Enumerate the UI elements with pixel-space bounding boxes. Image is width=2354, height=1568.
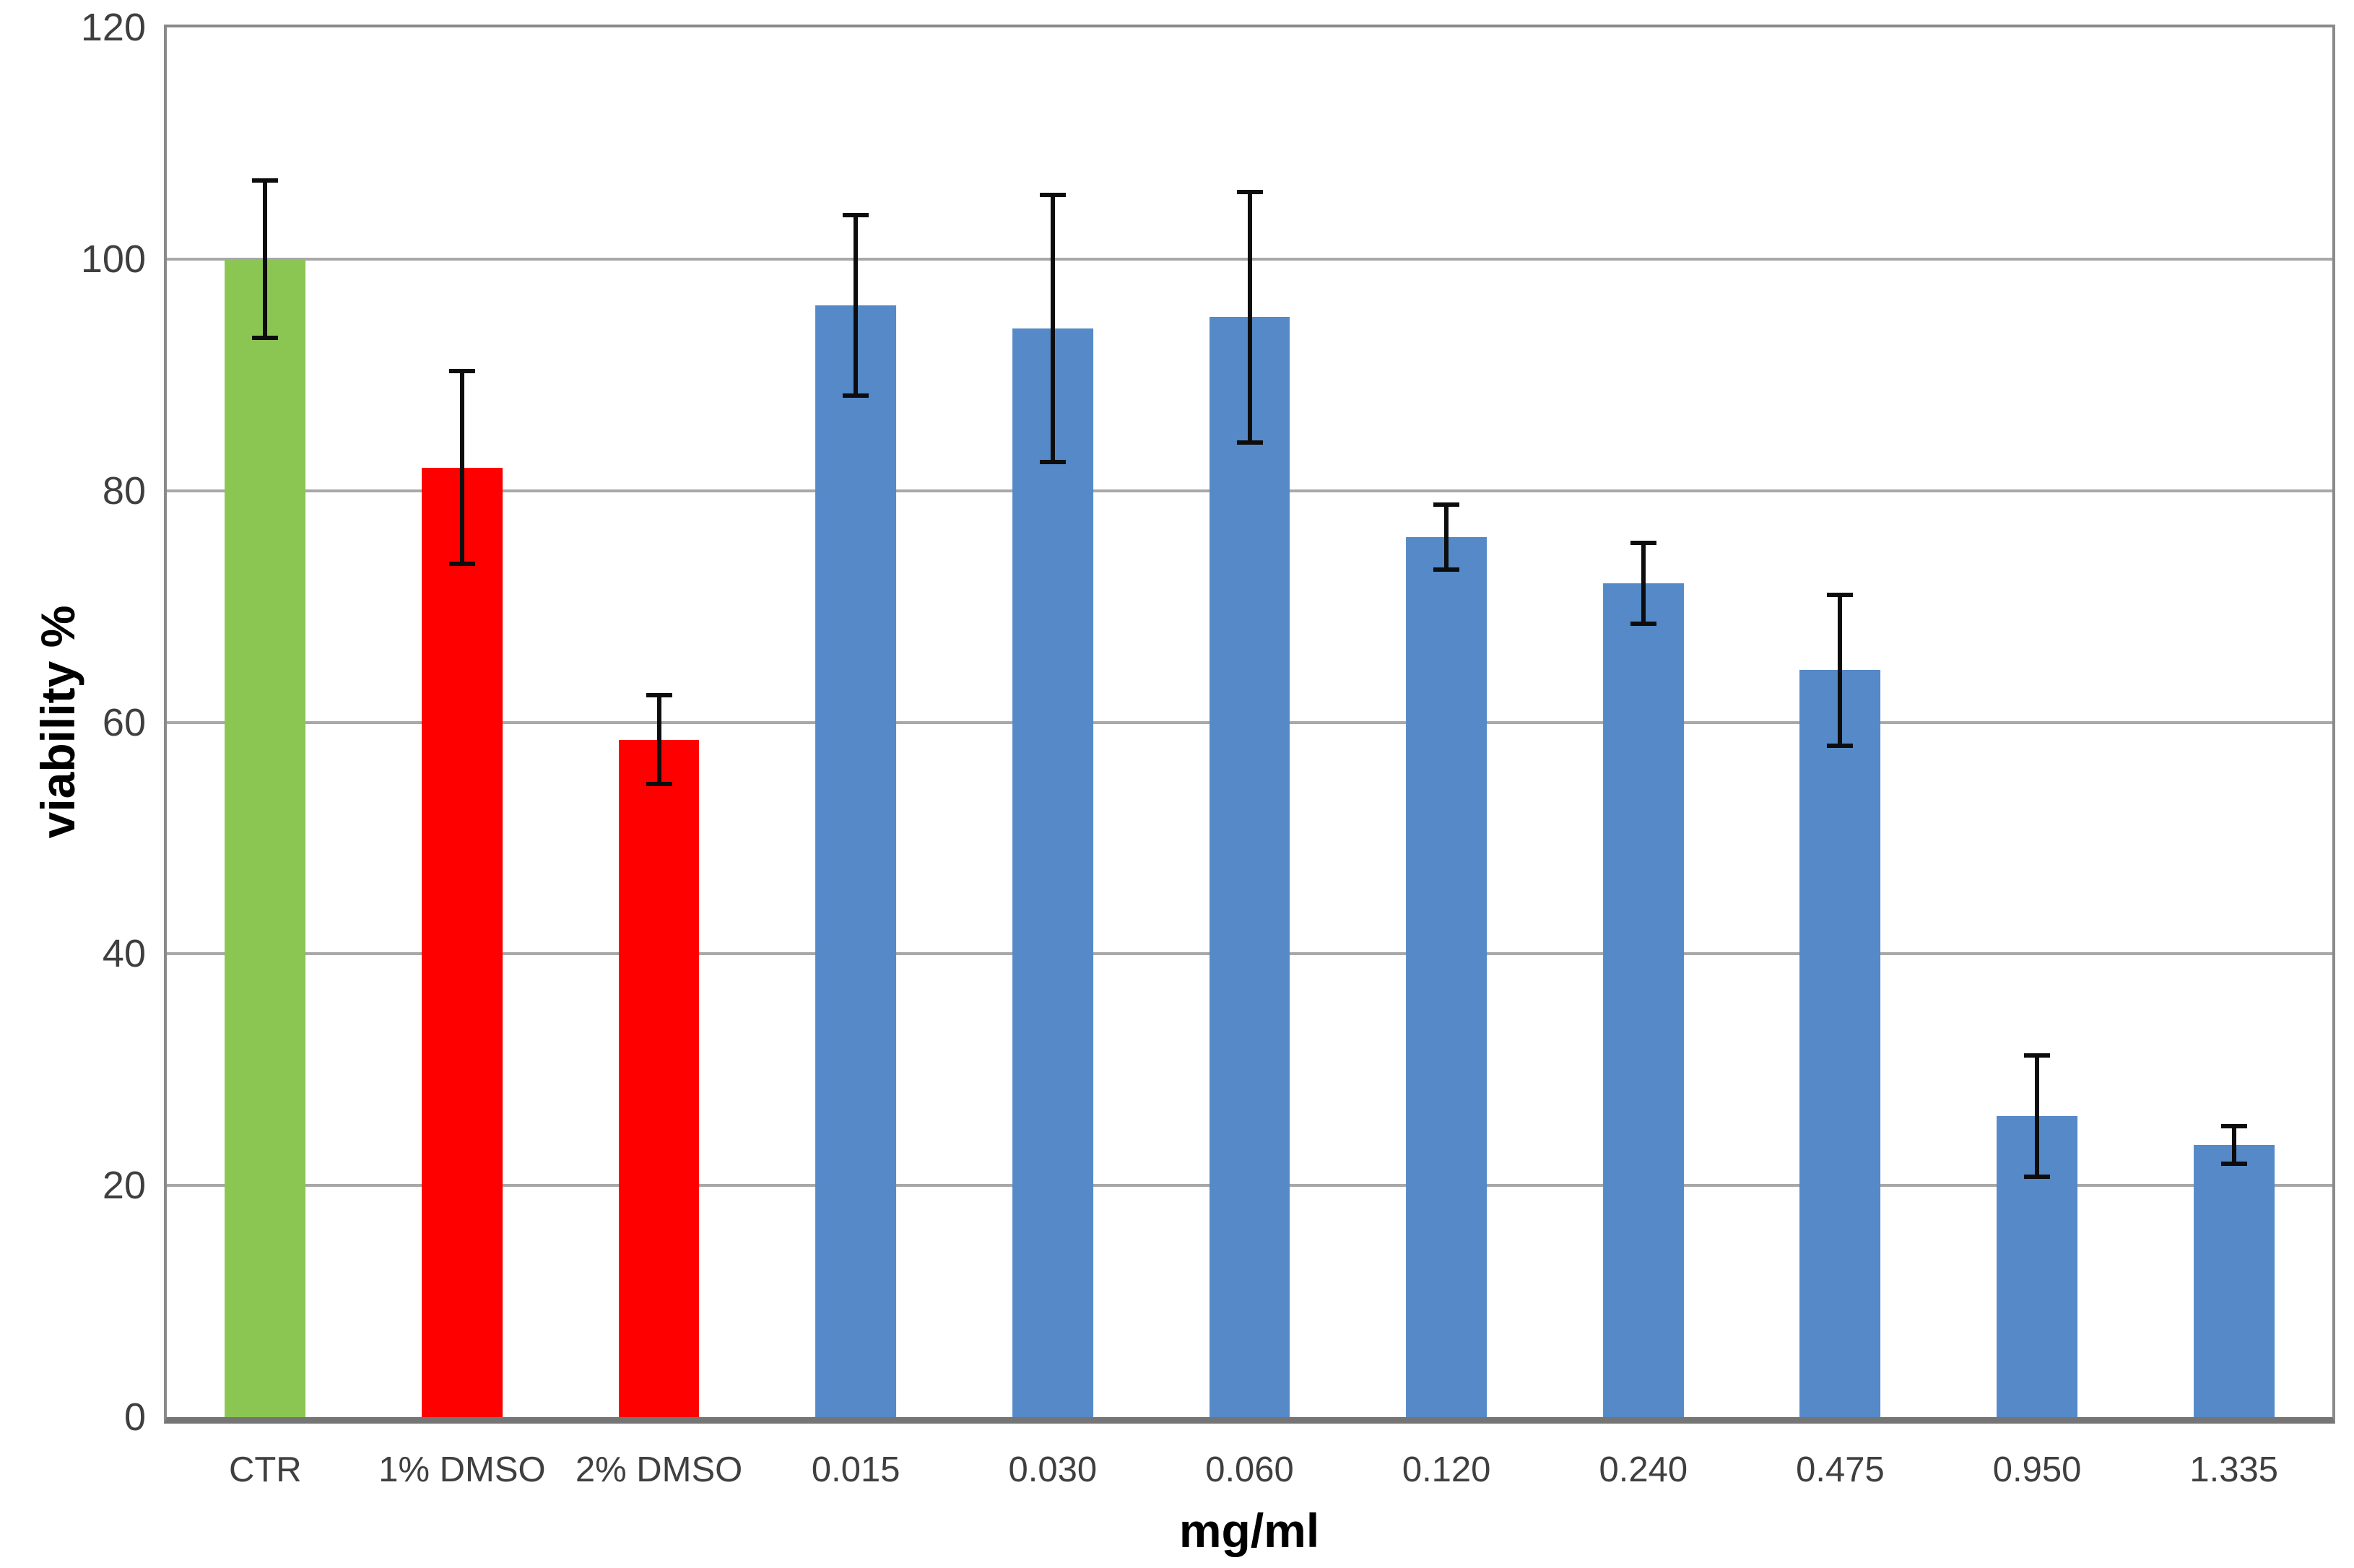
bar-0.030	[1012, 328, 1093, 1417]
error-bar-2-dmso	[646, 693, 672, 786]
error-cap-bottom	[252, 336, 279, 341]
error-cap-top	[1236, 189, 1263, 194]
error-cap-bottom	[1039, 459, 1066, 464]
error-cap-bottom	[1236, 440, 1263, 445]
error-bar-ctr	[252, 178, 279, 341]
error-bar-0.030	[1039, 193, 1066, 464]
error-cap-top	[843, 212, 869, 217]
bar-1-dmso	[422, 467, 503, 1417]
error-cap-bottom	[1827, 743, 1854, 748]
error-line	[656, 693, 661, 786]
error-bar-0.060	[1236, 189, 1263, 445]
bar-2-dmso	[618, 739, 700, 1417]
error-line	[1641, 540, 1646, 627]
x-tick-label-0.060: 0.060	[1205, 1450, 1294, 1489]
error-cap-bottom	[646, 781, 672, 786]
bar-0.120	[1406, 536, 1487, 1417]
error-cap-bottom	[1630, 622, 1656, 627]
error-line	[854, 212, 859, 398]
error-bar-0.120	[1433, 502, 1460, 572]
error-line	[2231, 1124, 2236, 1166]
x-tick-label-0.015: 0.015	[811, 1450, 900, 1489]
error-cap-top	[252, 178, 279, 183]
y-tick-label-80: 80	[102, 469, 146, 513]
error-cap-bottom	[448, 561, 475, 566]
error-cap-bottom	[2220, 1161, 2247, 1166]
x-tick-label-2-dmso: 2% DMSO	[575, 1450, 743, 1489]
error-line	[1444, 502, 1449, 572]
error-line	[1050, 193, 1055, 464]
chart-plot-area	[164, 25, 2335, 1424]
error-cap-top	[448, 369, 475, 374]
error-line	[1247, 189, 1252, 445]
x-tick-label-1-dmso: 1% DMSO	[378, 1450, 546, 1489]
error-line	[459, 369, 464, 566]
x-tick-label-0.030: 0.030	[1008, 1450, 1098, 1489]
x-tick-label-0.120: 0.120	[1402, 1450, 1491, 1489]
y-tick-label-100: 100	[80, 237, 146, 281]
x-tick-label-ctr: CTR	[228, 1450, 302, 1489]
error-cap-top	[1827, 592, 1854, 597]
error-bar-1.335	[2220, 1124, 2247, 1166]
error-bar-0.950	[2024, 1053, 2051, 1179]
error-cap-top	[1630, 540, 1656, 545]
error-cap-top	[2024, 1053, 2051, 1058]
x-tick-label-0.475: 0.475	[1796, 1450, 1885, 1489]
error-cap-top	[2220, 1124, 2247, 1129]
bar-0.240	[1602, 583, 1684, 1417]
error-cap-top	[1039, 193, 1066, 198]
x-tick-label-0.240: 0.240	[1599, 1450, 1688, 1489]
bar-ctr	[225, 258, 306, 1417]
error-bar-1-dmso	[448, 369, 475, 566]
error-bar-0.240	[1630, 540, 1656, 627]
error-cap-top	[1433, 502, 1460, 507]
y-tick-label-0: 0	[123, 1395, 146, 1439]
y-tick-label-60: 60	[102, 700, 146, 744]
x-tick-label-1.335: 1.335	[2189, 1450, 2278, 1489]
bar-0.015	[815, 305, 897, 1417]
bar-0.060	[1209, 317, 1290, 1417]
bar-1.335	[2193, 1145, 2275, 1417]
error-line	[263, 178, 268, 341]
error-bar-0.475	[1827, 592, 1854, 748]
x-tick-label-0.950: 0.950	[1992, 1450, 2082, 1489]
error-cap-top	[646, 693, 672, 698]
bar-0.475	[1799, 670, 1881, 1417]
error-line	[1838, 592, 1843, 748]
error-cap-bottom	[1433, 567, 1460, 572]
y-tick-label-20: 20	[102, 1164, 146, 1208]
error-line	[2035, 1053, 2040, 1179]
error-bar-0.015	[843, 212, 869, 398]
y-tick-label-40: 40	[102, 932, 146, 976]
x-axis-title: mg/ml	[1178, 1504, 1320, 1557]
error-cap-bottom	[2024, 1174, 2051, 1179]
y-tick-label-120: 120	[80, 6, 146, 49]
error-cap-bottom	[843, 393, 869, 398]
